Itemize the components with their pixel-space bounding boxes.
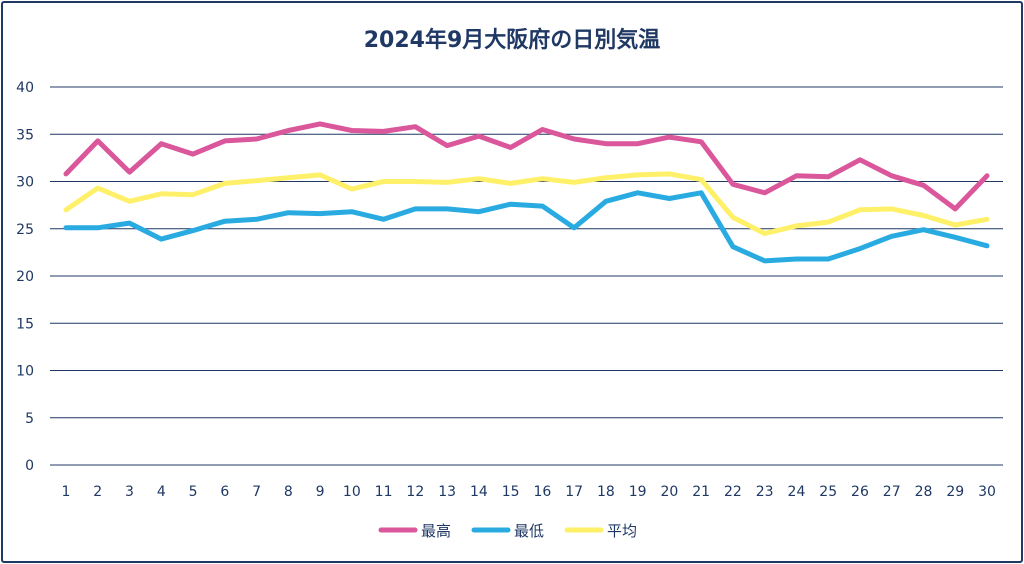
y-tick-label: 20 <box>16 269 34 285</box>
y-tick-label: 15 <box>16 316 34 332</box>
series-line-2 <box>63 171 990 236</box>
x-tick-label: 1 <box>62 484 71 500</box>
x-tick-label: 4 <box>157 484 166 500</box>
x-tick-label: 8 <box>284 484 293 500</box>
x-tick-label: 5 <box>189 484 198 500</box>
series-line-1 <box>63 190 990 264</box>
x-tick-label: 11 <box>375 484 393 500</box>
x-tick-label: 3 <box>125 484 134 500</box>
y-tick-label: 25 <box>16 222 34 238</box>
x-tick-label: 2 <box>93 484 102 500</box>
x-tick-label: 23 <box>756 484 774 500</box>
x-tick-label: 28 <box>915 484 933 500</box>
legend: 最高 最低 平均 <box>378 522 637 540</box>
x-tick-label: 15 <box>502 484 520 500</box>
series-lines <box>63 121 990 264</box>
x-tick-label: 10 <box>343 484 361 500</box>
series-line-0 <box>63 121 990 212</box>
x-tick-label: 7 <box>252 484 261 500</box>
y-tick-label: 5 <box>25 411 34 427</box>
x-tick-label: 27 <box>883 484 901 500</box>
x-tick-label: 19 <box>629 484 647 500</box>
legend-label-2: 平均 <box>607 522 637 540</box>
y-tick-label: 40 <box>16 80 34 96</box>
y-tick-label: 0 <box>25 458 34 474</box>
x-tick-label: 18 <box>597 484 615 500</box>
y-tick-label: 30 <box>16 175 34 191</box>
x-tick-label: 24 <box>788 484 806 500</box>
x-tick-label: 13 <box>438 484 456 500</box>
x-tick-label: 30 <box>978 484 996 500</box>
y-axis-tick-labels: 0 5 10 15 20 25 30 35 40 <box>16 80 34 474</box>
x-tick-label: 17 <box>565 484 583 500</box>
y-tick-label: 10 <box>16 364 34 380</box>
x-tick-label: 21 <box>692 484 710 500</box>
legend-label-0: 最高 <box>421 522 451 540</box>
x-tick-label: 25 <box>819 484 837 500</box>
x-tick-label: 26 <box>851 484 869 500</box>
y-tick-label: 35 <box>16 127 34 143</box>
legend-label-1: 最低 <box>514 522 544 540</box>
gridlines <box>50 86 1003 466</box>
x-tick-label: 14 <box>470 484 488 500</box>
x-tick-label: 6 <box>220 484 229 500</box>
x-tick-label: 20 <box>660 484 678 500</box>
x-tick-label: 16 <box>533 484 551 500</box>
x-tick-label: 29 <box>946 484 964 500</box>
x-tick-label: 22 <box>724 484 742 500</box>
chart-title: 2024年9月大阪府の日別気温 <box>363 28 661 53</box>
x-axis-tick-labels: 1 2 3 4 5 6 7 8 9 10 11 12 13 14 15 16 17 18 19 20 21 22 23 24 2… <box>62 484 996 500</box>
x-tick-label: 12 <box>406 484 424 500</box>
x-tick-label: 9 <box>316 484 325 500</box>
